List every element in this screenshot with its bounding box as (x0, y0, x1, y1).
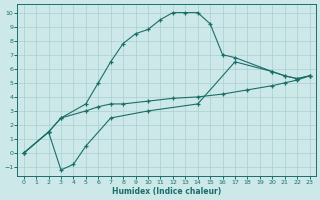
X-axis label: Humidex (Indice chaleur): Humidex (Indice chaleur) (112, 187, 221, 196)
